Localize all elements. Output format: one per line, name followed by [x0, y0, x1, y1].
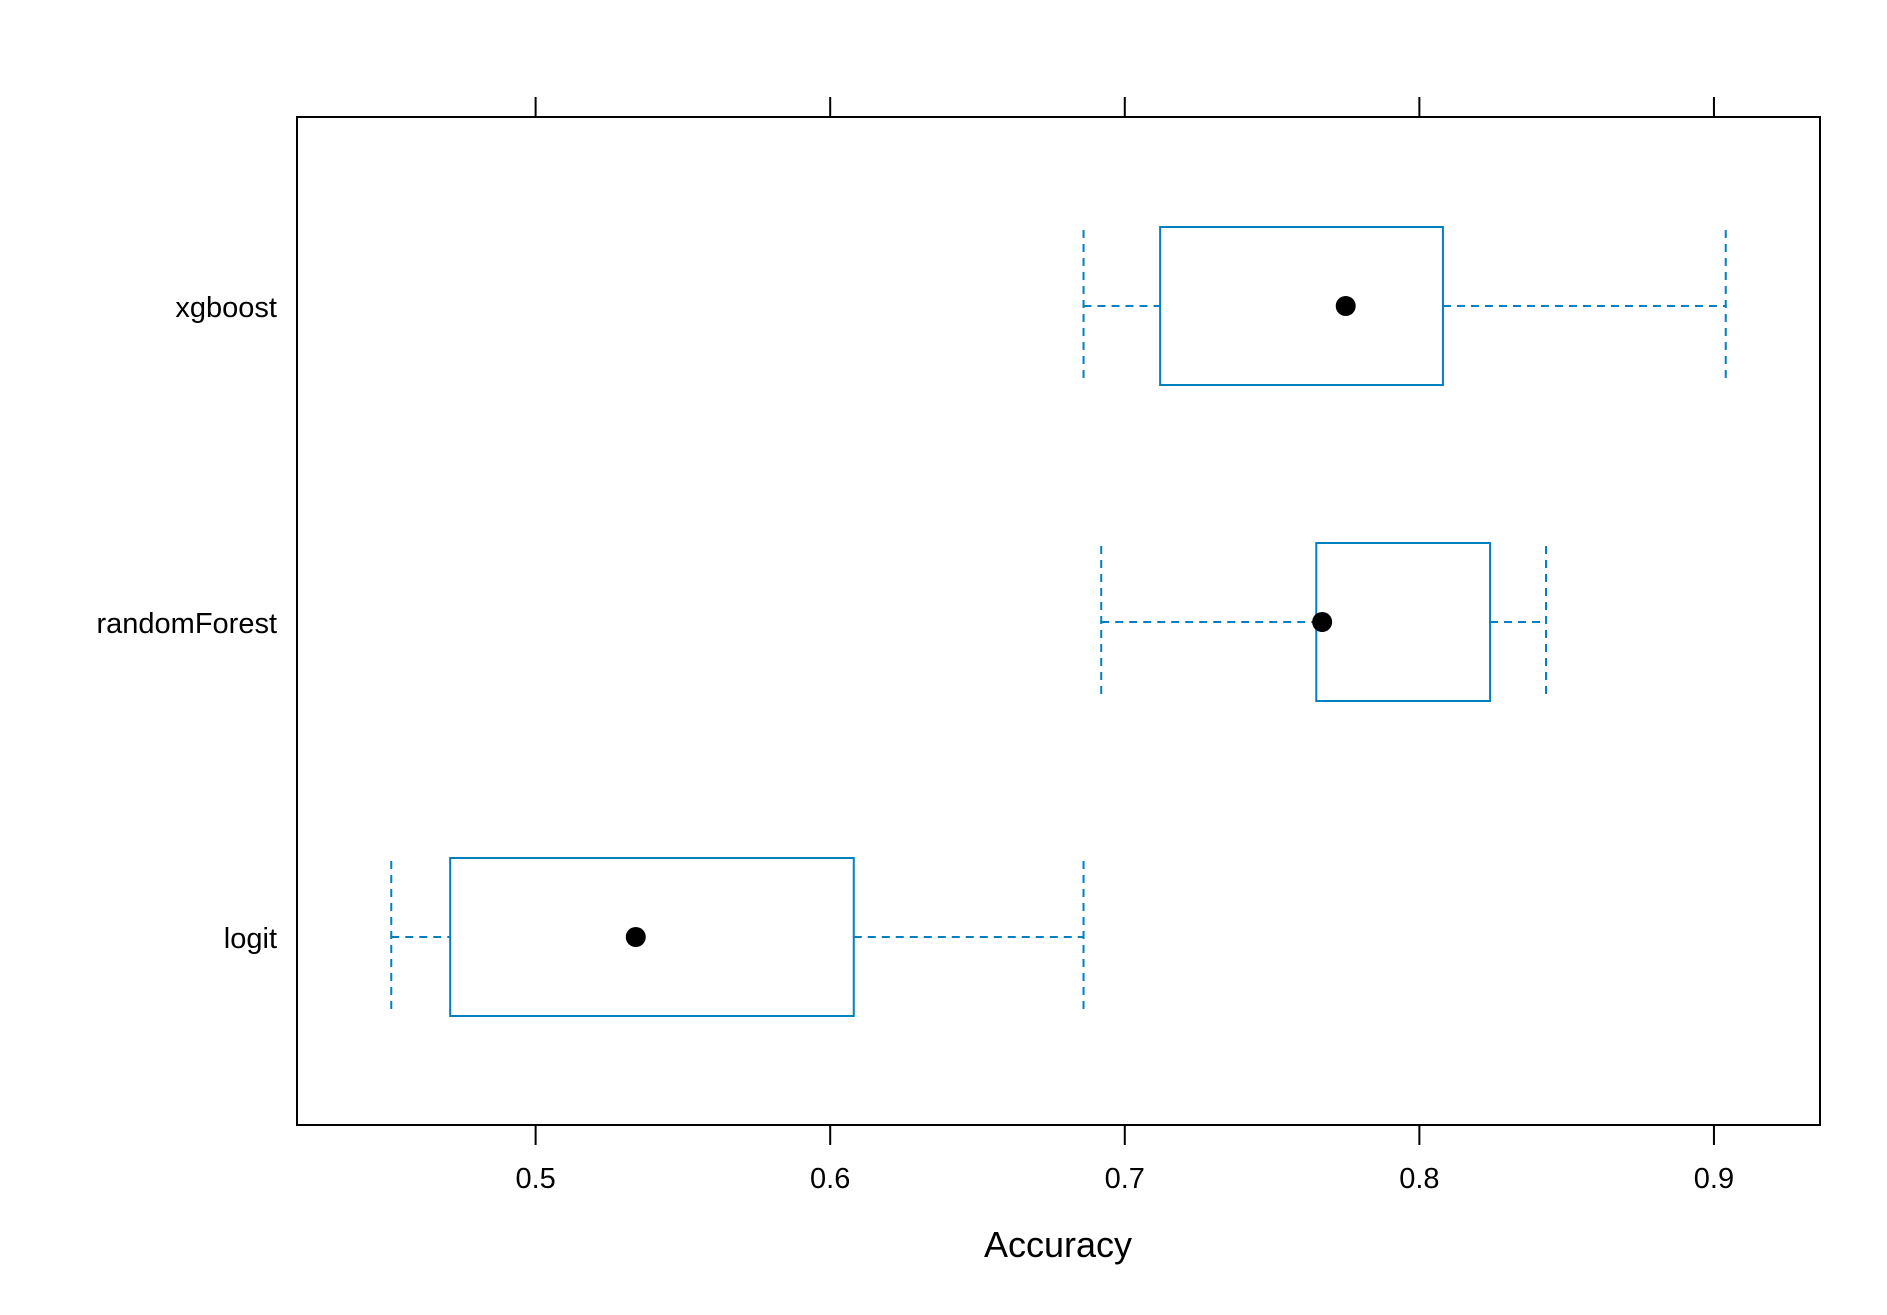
- x-tick-label: 0.5: [515, 1163, 555, 1195]
- box-xgboost: [1159, 226, 1444, 386]
- box-randomForest: [1315, 542, 1492, 702]
- x-tick-label: 0.6: [810, 1163, 850, 1195]
- median-dot-xgboost: [1335, 296, 1356, 316]
- median-dot-randomForest: [1312, 612, 1333, 632]
- plot-layer: 0.5 0.6 0.7 0.8 0.9 xgboost randomForest logit: [96, 97, 1821, 1195]
- x-tick-label: 0.9: [1694, 1163, 1734, 1195]
- y-category-label: randomForest: [96, 608, 277, 640]
- x-tick-label: 0.8: [1399, 1163, 1439, 1195]
- y-category-label: xgboost: [175, 292, 277, 324]
- median-dot-logit: [625, 927, 646, 947]
- box-logit: [449, 857, 855, 1017]
- y-category-label: logit: [224, 923, 277, 955]
- plot-frame: [296, 116, 1821, 1126]
- x-axis-label: Accuracy: [984, 1224, 1132, 1265]
- x-tick-label: 0.7: [1105, 1163, 1145, 1195]
